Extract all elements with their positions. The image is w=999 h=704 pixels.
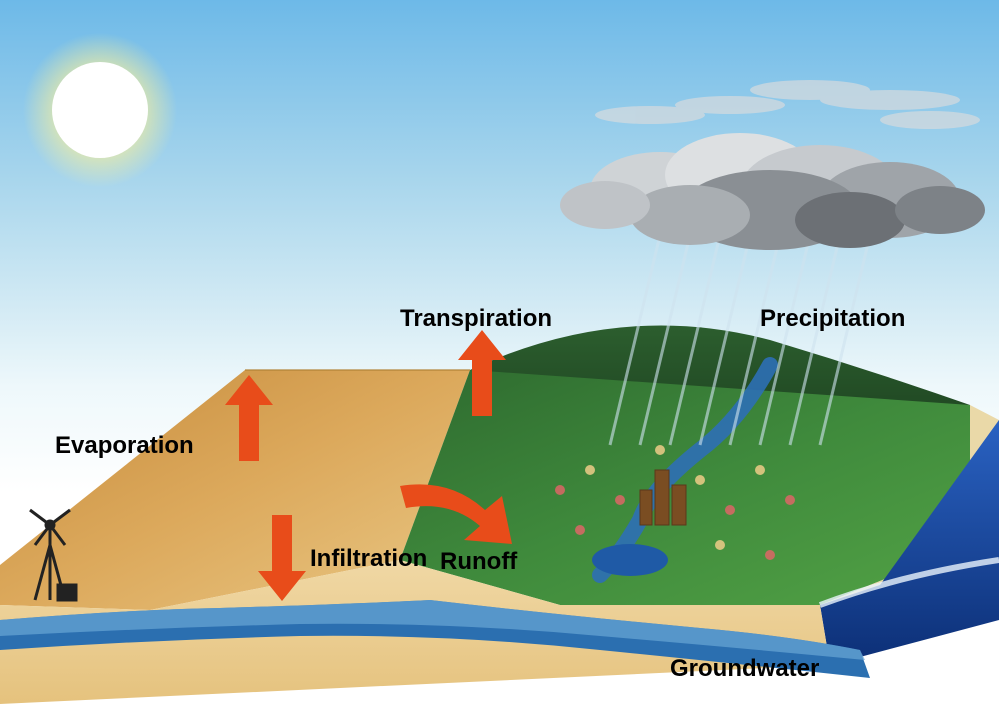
runoff-label: Runoff — [440, 548, 517, 576]
water-cycle-diagram: Evaporation Transpiration Precipitation … — [0, 0, 999, 704]
groundwater-label: Groundwater — [670, 655, 819, 683]
pond — [592, 544, 668, 576]
evaporation-label: Evaporation — [55, 432, 194, 460]
clouds — [510, 70, 990, 260]
infiltration-arrow-icon — [258, 515, 306, 601]
precipitation-label: Precipitation — [760, 305, 905, 333]
transpiration-arrow-icon — [458, 330, 506, 416]
evaporation-arrow-icon — [225, 375, 273, 461]
infiltration-label: Infiltration — [310, 545, 427, 573]
transpiration-label: Transpiration — [400, 305, 552, 333]
